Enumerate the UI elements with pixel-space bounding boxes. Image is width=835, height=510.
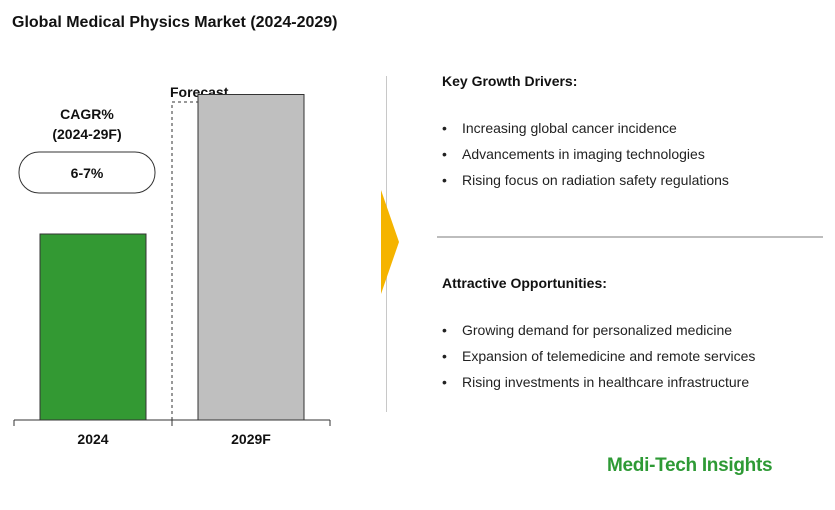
drivers-list: • Increasing global cancer incidence • Adv… [442,115,729,193]
chevron-arrow-icon [381,190,399,294]
list-item: • Rising investments in healthcare infras… [442,369,755,395]
horizontal-divider [437,236,823,238]
list-item: • Increasing global cancer incidence [442,115,729,141]
page-title: Global Medical Physics Market (2024-2029… [12,14,338,31]
list-item: • Growing demand for personalized medicin… [442,317,755,343]
bullet-icon: • [442,322,447,338]
category-label-2029f: 2029F [231,431,271,447]
list-item: • Expansion of telemedicine and remote se… [442,343,755,369]
cagr-label-line2: (2024-29F) [52,126,121,142]
opportunities-title: Attractive Opportunities: [442,275,607,291]
list-item: • Advancements in imaging technologies [442,141,729,167]
cagr-value: 6-7% [71,165,104,181]
bullet-icon: • [442,172,447,188]
bullet-icon: • [442,374,447,390]
cagr-label-line1: CAGR% [60,106,114,122]
bullet-icon: • [442,146,447,162]
list-item: • Rising focus on radiation safety regula… [442,167,729,193]
bar-2029f [197,94,305,421]
drivers-title: Key Growth Drivers: [442,73,578,89]
bullet-icon: • [442,348,447,364]
brand-logo: Medi-Tech Insights [607,455,773,476]
bullet-icon: • [442,120,447,136]
cagr-pill [18,151,156,194]
opportunities-list: • Growing demand for personalized medicin… [442,317,755,395]
market-bar-chart: Forecast CAGR% (2024-29F) 6-7% 2024 2029F [13,84,331,447]
bar-2024 [39,233,147,421]
category-label-2024: 2024 [77,431,108,447]
